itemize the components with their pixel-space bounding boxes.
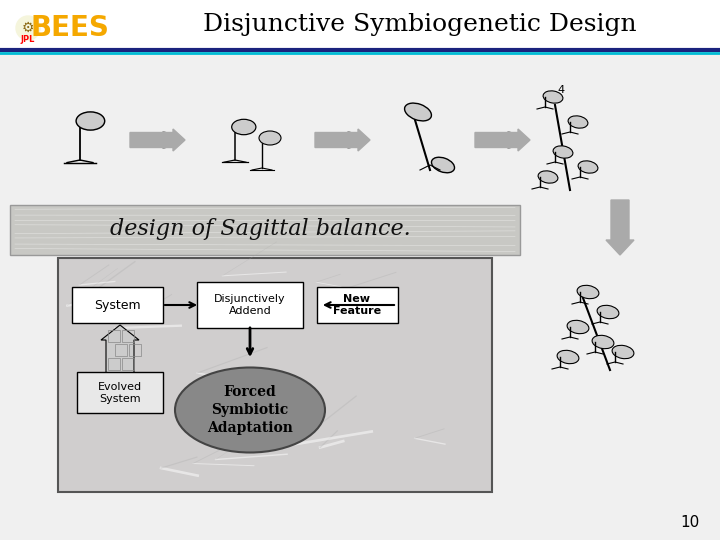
Text: New
Feature: New Feature — [333, 294, 381, 316]
Ellipse shape — [597, 305, 619, 319]
Text: BEES: BEES — [30, 14, 109, 42]
Text: System: System — [94, 299, 140, 312]
Ellipse shape — [578, 161, 598, 173]
Ellipse shape — [538, 171, 558, 183]
FancyArrow shape — [475, 129, 530, 151]
Text: JPL: JPL — [21, 35, 35, 44]
FancyArrow shape — [130, 129, 185, 151]
Bar — [122, 358, 134, 370]
Ellipse shape — [76, 112, 104, 130]
FancyBboxPatch shape — [72, 287, 163, 323]
Ellipse shape — [592, 335, 614, 349]
FancyBboxPatch shape — [197, 282, 303, 328]
Bar — [129, 344, 141, 356]
Ellipse shape — [612, 345, 634, 359]
Ellipse shape — [567, 320, 589, 334]
Ellipse shape — [405, 103, 431, 121]
Text: Forced
Symbiotic
Adaptation: Forced Symbiotic Adaptation — [207, 384, 293, 435]
Bar — [0, 0, 720, 50]
FancyBboxPatch shape — [77, 372, 163, 413]
Ellipse shape — [553, 146, 573, 158]
Ellipse shape — [431, 157, 454, 173]
Text: Disjunctively
Addend: Disjunctively Addend — [214, 294, 286, 316]
Ellipse shape — [543, 91, 563, 103]
Ellipse shape — [557, 350, 579, 363]
FancyBboxPatch shape — [317, 287, 398, 323]
Bar — [115, 344, 127, 356]
Ellipse shape — [175, 368, 325, 453]
Circle shape — [16, 16, 40, 40]
Text: Evolved
System: Evolved System — [98, 382, 142, 404]
Ellipse shape — [568, 116, 588, 128]
Text: design of Sagittal balance.: design of Sagittal balance. — [109, 218, 410, 240]
FancyArrow shape — [315, 129, 370, 151]
Text: ⚙: ⚙ — [22, 21, 35, 35]
Bar — [108, 358, 120, 370]
FancyArrow shape — [606, 200, 634, 255]
Ellipse shape — [577, 285, 599, 299]
FancyArrow shape — [101, 325, 139, 375]
FancyBboxPatch shape — [58, 258, 492, 492]
Bar — [122, 330, 134, 342]
Text: 4: 4 — [557, 85, 564, 95]
Text: 10: 10 — [680, 515, 700, 530]
Bar — [108, 330, 120, 342]
Text: Disjunctive Symbiogenetic Design: Disjunctive Symbiogenetic Design — [203, 12, 636, 36]
Ellipse shape — [259, 131, 281, 145]
Ellipse shape — [232, 119, 256, 134]
Bar — [10, 205, 520, 255]
